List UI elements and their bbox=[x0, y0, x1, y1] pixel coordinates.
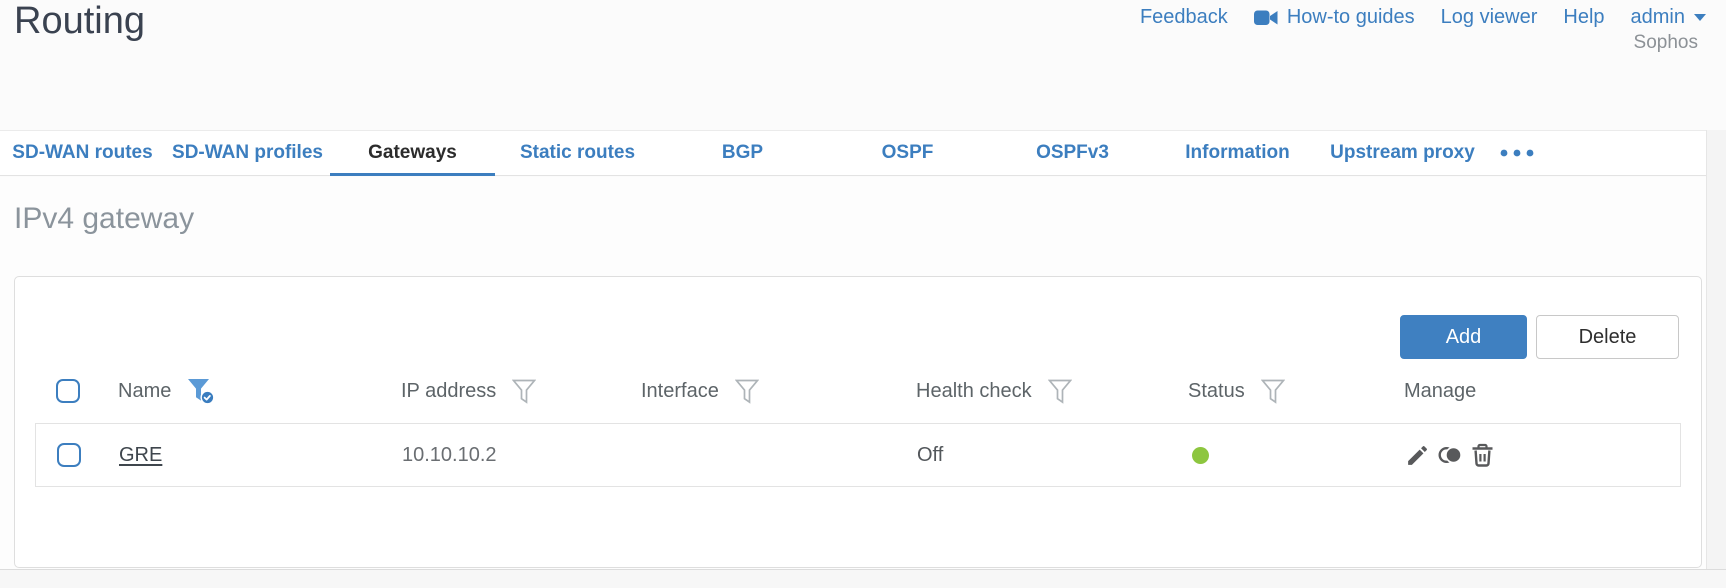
table-toolbar: Add Delete bbox=[15, 277, 1701, 359]
page-header: Routing Feedback How-to guides Log viewe… bbox=[0, 0, 1726, 130]
feedback-link-label: Feedback bbox=[1139, 6, 1228, 28]
tab-label: Information bbox=[1185, 142, 1290, 163]
table-header-row: Name IP address Interface bbox=[35, 359, 1681, 423]
tab-bgp[interactable]: BGP bbox=[660, 131, 825, 175]
gateways-content: IPv4 gateway Add Delete Name IP address bbox=[0, 177, 1706, 569]
manage-actions bbox=[1405, 443, 1680, 468]
gateway-name-link[interactable]: GRE bbox=[119, 443, 163, 466]
filter-funnel-icon[interactable] bbox=[1047, 379, 1072, 404]
filter-funnel-icon[interactable] bbox=[512, 379, 537, 404]
edit-pencil-icon[interactable] bbox=[1405, 443, 1430, 468]
trash-icon[interactable] bbox=[1471, 443, 1494, 468]
gateway-ip-address: 10.10.10.2 bbox=[402, 443, 497, 466]
log-viewer-link[interactable]: Log viewer bbox=[1441, 6, 1538, 29]
feedback-link[interactable]: Feedback bbox=[1140, 6, 1228, 29]
brand-label: Sophos bbox=[1633, 32, 1698, 53]
select-all-checkbox[interactable] bbox=[56, 379, 80, 403]
ellipsis-icon bbox=[1500, 144, 1534, 162]
tab-information[interactable]: Information bbox=[1155, 131, 1320, 175]
tab-label: Static routes bbox=[519, 142, 636, 163]
tab-label: SD-WAN profiles bbox=[172, 142, 323, 163]
tab-label: OSPF bbox=[881, 142, 934, 163]
tab-upstream-proxy[interactable]: Upstream proxy bbox=[1320, 131, 1485, 175]
tab-sdwan-routes[interactable]: SD-WAN routes bbox=[0, 131, 165, 175]
page-title: Routing bbox=[14, 0, 145, 42]
column-header-name: Name bbox=[118, 379, 172, 402]
status-up-indicator bbox=[1192, 446, 1209, 464]
delete-button-label: Delete bbox=[1578, 325, 1637, 348]
add-button[interactable]: Add bbox=[1400, 315, 1527, 359]
column-header-manage: Manage bbox=[1404, 379, 1477, 402]
tab-ospf[interactable]: OSPF bbox=[825, 131, 990, 175]
tab-sdwan-profiles[interactable]: SD-WAN profiles bbox=[165, 131, 330, 175]
tab-label: OSPFv3 bbox=[1036, 142, 1109, 163]
column-header-interface: Interface bbox=[641, 379, 719, 402]
filter-funnel-icon[interactable] bbox=[734, 379, 759, 404]
column-header-ip-address: IP address bbox=[401, 379, 497, 402]
add-button-label: Add bbox=[1445, 325, 1482, 348]
help-link[interactable]: Help bbox=[1563, 6, 1604, 29]
column-header-status: Status bbox=[1188, 379, 1245, 402]
tab-gateways[interactable]: Gateways bbox=[330, 131, 495, 176]
table-body: GRE 10.10.10.2 Off bbox=[35, 423, 1681, 487]
tab-ospfv3[interactable]: OSPFv3 bbox=[990, 131, 1155, 175]
tab-label: SD-WAN routes bbox=[12, 142, 153, 163]
tab-label: BGP bbox=[721, 142, 764, 163]
column-header-health-check: Health check bbox=[916, 379, 1032, 402]
tab-label: Upstream proxy bbox=[1330, 142, 1475, 163]
clone-icon[interactable] bbox=[1437, 443, 1464, 467]
ipv4-gateway-panel: Add Delete Name IP address bbox=[14, 276, 1702, 568]
gateway-health-check: Off bbox=[917, 443, 944, 466]
delete-button[interactable]: Delete bbox=[1536, 315, 1679, 359]
scrollbar-gutter[interactable] bbox=[1706, 130, 1726, 569]
howto-guides-label: How-to guides bbox=[1286, 6, 1415, 28]
header-links: Feedback How-to guides Log viewer Help a… bbox=[1140, 6, 1706, 29]
tab-label: Gateways bbox=[368, 142, 457, 163]
user-menu-label: admin bbox=[1630, 6, 1685, 28]
routing-tabbar: SD-WAN routes SD-WAN profiles Gateways S… bbox=[0, 130, 1706, 176]
filter-funnel-checked-icon[interactable] bbox=[187, 378, 216, 405]
footer-strip bbox=[0, 569, 1726, 588]
help-label: Help bbox=[1563, 6, 1605, 28]
tabs-overflow-button[interactable] bbox=[1485, 131, 1549, 175]
section-heading: IPv4 gateway bbox=[14, 202, 195, 235]
user-menu[interactable]: admin bbox=[1631, 6, 1706, 29]
row-checkbox[interactable] bbox=[57, 443, 81, 467]
video-camera-icon bbox=[1253, 9, 1278, 27]
howto-guides-link[interactable]: How-to guides bbox=[1253, 6, 1415, 29]
log-viewer-label: Log viewer bbox=[1440, 6, 1538, 28]
chevron-down-icon bbox=[1694, 14, 1706, 21]
table-row: GRE 10.10.10.2 Off bbox=[36, 424, 1680, 486]
filter-funnel-icon[interactable] bbox=[1260, 379, 1285, 404]
tab-static-routes[interactable]: Static routes bbox=[495, 131, 660, 175]
